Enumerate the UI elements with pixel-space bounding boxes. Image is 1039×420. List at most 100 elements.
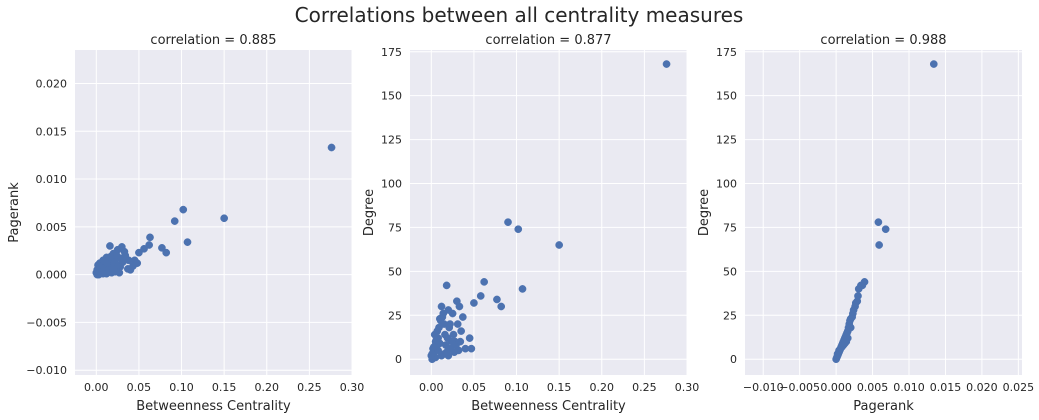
data-point <box>453 320 462 328</box>
panel-title: correlation = 0.885 <box>150 33 276 48</box>
data-point <box>881 225 890 234</box>
y-tick-label: 75 <box>388 221 402 234</box>
x-tick-label: 0.020 <box>966 381 998 394</box>
data-point <box>442 281 451 290</box>
y-tick-label: 75 <box>723 221 737 234</box>
x-tick-label: 0.00 <box>419 381 444 394</box>
x-tick-label: −0.005 <box>779 381 820 394</box>
y-tick-label: 0.005 <box>36 221 68 234</box>
x-tick-label: 0.20 <box>590 381 615 394</box>
data-point <box>555 241 564 249</box>
data-point <box>455 302 464 311</box>
panel-title: correlation = 0.877 <box>485 33 611 48</box>
x-tick-label: 0.05 <box>127 381 152 394</box>
data-point <box>929 60 938 68</box>
data-point <box>875 241 883 249</box>
data-point <box>458 313 467 321</box>
data-point <box>106 242 114 250</box>
y-tick-label: 50 <box>388 265 402 278</box>
scatter-panel-1: 0.00 0.05 0.10 0.15 0.20 0.25 0.30 −0.010 −0.005… <box>7 33 364 414</box>
y-tick-label: 25 <box>388 309 402 322</box>
y-axis-label: Degree <box>362 189 377 236</box>
data-point <box>518 285 527 293</box>
y-tick-label: 100 <box>381 178 402 191</box>
y-tick-label: 0.010 <box>36 173 68 186</box>
data-point <box>183 238 192 246</box>
plot-area <box>745 50 1022 375</box>
x-tick-label: 0.15 <box>212 381 237 394</box>
data-point <box>454 346 463 355</box>
plot-area <box>75 50 352 375</box>
y-tick-label: 0.020 <box>36 77 68 90</box>
data-point <box>145 241 154 249</box>
x-tick-label: 0.25 <box>297 381 322 394</box>
data-point <box>843 334 852 342</box>
data-point <box>497 302 506 311</box>
data-point <box>480 278 489 286</box>
data-point <box>662 60 671 68</box>
data-point <box>100 257 109 266</box>
data-point <box>435 323 443 332</box>
data-point <box>432 336 441 344</box>
data-point <box>179 205 188 214</box>
data-point <box>111 267 119 276</box>
data-point <box>456 337 465 346</box>
x-tick-label: 0.025 <box>1003 381 1035 394</box>
scatter-panel-3: −0.010−0.005 0.000 0.005 0.010 0.015 0.020 0.0… <box>697 33 1034 414</box>
x-tick-label: 0.000 <box>820 381 852 394</box>
data-point <box>445 323 454 332</box>
x-tick-label: 0.25 <box>632 381 657 394</box>
data-point <box>162 248 171 257</box>
y-tick-label: 0 <box>730 353 737 366</box>
y-tick-label: 0.015 <box>36 125 68 138</box>
x-tick-label: 0.30 <box>340 381 365 394</box>
x-tick-label: 0.15 <box>547 381 572 394</box>
data-point <box>457 327 465 335</box>
data-point <box>437 302 446 311</box>
x-axis-label: Betweenness Centrality <box>136 399 291 414</box>
x-tick-label: 0.30 <box>675 381 700 394</box>
y-tick-label: 25 <box>723 309 737 322</box>
x-tick-label: 0.10 <box>504 381 529 394</box>
y-axis-label: Degree <box>697 189 712 236</box>
data-point <box>470 299 478 307</box>
data-point <box>858 281 867 290</box>
data-point <box>135 248 143 257</box>
data-point <box>428 350 437 358</box>
panel-title: correlation = 0.988 <box>820 33 946 48</box>
x-tick-label: 0.10 <box>169 381 194 394</box>
data-point <box>461 344 470 353</box>
data-point <box>846 323 855 332</box>
y-tick-label: −0.005 <box>26 316 67 329</box>
data-point <box>504 218 512 227</box>
x-tick-label: 0.05 <box>462 381 487 394</box>
x-tick-label: 0.005 <box>857 381 889 394</box>
y-tick-label: 175 <box>716 46 737 59</box>
x-tick-label: −0.010 <box>743 381 784 394</box>
data-point <box>465 334 474 342</box>
x-tick-label: 0.20 <box>255 381 280 394</box>
data-point <box>146 233 154 242</box>
data-point <box>93 266 102 274</box>
data-point <box>476 292 485 300</box>
y-tick-label: 0.000 <box>36 269 68 282</box>
data-point <box>327 143 336 152</box>
data-point <box>493 295 501 304</box>
x-axis-label: Pagerank <box>853 399 914 414</box>
y-tick-label: 150 <box>716 90 737 103</box>
y-tick-label: 0 <box>395 353 402 366</box>
data-point <box>514 225 523 234</box>
scatter-panel-2: 0.00 0.05 0.10 0.15 0.20 0.25 0.30 0 25 50 75 100 12… <box>362 33 699 414</box>
data-point <box>439 309 448 318</box>
data-point <box>129 262 137 270</box>
data-point <box>170 217 179 225</box>
y-axis-label: Pagerank <box>7 182 22 243</box>
y-tick-label: 150 <box>381 90 402 103</box>
y-tick-label: 175 <box>381 46 402 59</box>
y-tick-label: 125 <box>381 134 402 147</box>
data-point <box>442 348 451 357</box>
x-tick-label: 0.015 <box>930 381 962 394</box>
data-point <box>124 256 133 265</box>
data-point <box>449 330 458 339</box>
